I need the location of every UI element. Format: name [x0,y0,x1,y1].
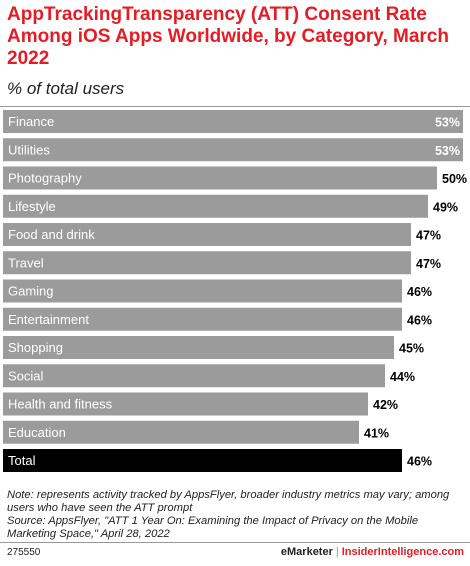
bar-food-and-drink [3,223,411,246]
category-label-gaming: Gaming [8,284,54,299]
footnote: Note: represents activity tracked by App… [7,489,469,541]
note-text: Note: represents activity tracked by App… [7,489,450,514]
bar-row-photography: Photography 50% [3,166,467,190]
category-label-health-and-fitness: Health and fitness [8,397,113,412]
category-label-entertainment: Entertainment [8,312,89,327]
category-label-lifestyle: Lifestyle [8,199,56,214]
bar-chart: Finance 53% Utilities 53% Photography 50% Life… [3,110,467,472]
bar-shopping [3,336,394,359]
bar-utilities [3,138,463,162]
bar-row-lifestyle: Lifestyle 49% [3,194,458,218]
footer-divider [0,542,470,543]
category-label-photography: Photography [8,171,82,186]
brand-separator: | [335,546,339,558]
value-label-lifestyle: 49% [433,200,458,214]
bar-row-food-and-drink: Food and drink 47% [3,223,441,246]
bar-row-gaming: Gaming 46% [3,279,432,303]
bar-row-social: Social 44% [3,364,415,388]
bar-row-utilities: Utilities 53% [3,138,463,162]
bar-entertainment [3,307,402,331]
bar-finance [3,110,463,133]
bar-row-shopping: Shopping 45% [3,336,424,359]
bar-total [3,449,402,472]
bar-gaming [3,279,402,303]
bar-photography [3,166,437,190]
footer-brand: eMarketer | InsiderIntelligence.com [281,546,464,558]
value-label-utilities: 53% [435,144,460,158]
category-label-shopping: Shopping [8,340,63,355]
value-label-health-and-fitness: 42% [373,398,398,412]
category-label-social: Social [8,368,44,383]
value-label-entertainment: 46% [407,313,432,327]
bar-row-education: Education 41% [3,420,389,444]
bar-social [3,364,385,388]
bar-row-total: Total 46% [3,449,432,472]
chart-subtitle: % of total users [7,79,125,98]
value-label-shopping: 45% [399,342,424,356]
value-label-education: 41% [364,426,389,440]
brand-insiderintelligence: InsiderIntelligence.com [341,546,464,558]
bar-lifestyle [3,194,428,218]
bar-travel [3,251,411,275]
brand-emarketer: eMarketer [280,546,333,558]
bar-row-finance: Finance 53% [3,110,463,133]
value-label-total: 46% [407,455,432,469]
category-label-total: Total [8,453,36,468]
value-label-gaming: 46% [407,285,432,299]
category-label-education: Education [8,425,66,440]
category-label-utilities: Utilities [8,142,50,157]
category-label-finance: Finance [8,114,54,129]
value-label-travel: 47% [416,257,441,271]
chart-id: 275550 [7,547,41,558]
category-label-travel: Travel [8,255,44,270]
bar-row-health-and-fitness: Health and fitness 42% [3,392,398,416]
chart-title: AppTrackingTransparency (ATT) Consent Ra… [7,4,449,69]
value-label-photography: 50% [442,172,467,186]
header-divider [0,106,470,107]
source-text: Source: AppsFlyer, "ATT 1 Year On: Exami… [7,515,419,540]
category-label-food-and-drink: Food and drink [8,227,95,242]
bar-row-entertainment: Entertainment 46% [3,307,432,331]
bar-health-and-fitness [3,392,368,416]
value-label-food-and-drink: 47% [416,229,441,243]
bar-education [3,420,359,444]
value-label-social: 44% [390,370,415,384]
value-label-finance: 53% [435,116,460,130]
bar-row-travel: Travel 47% [3,251,441,275]
